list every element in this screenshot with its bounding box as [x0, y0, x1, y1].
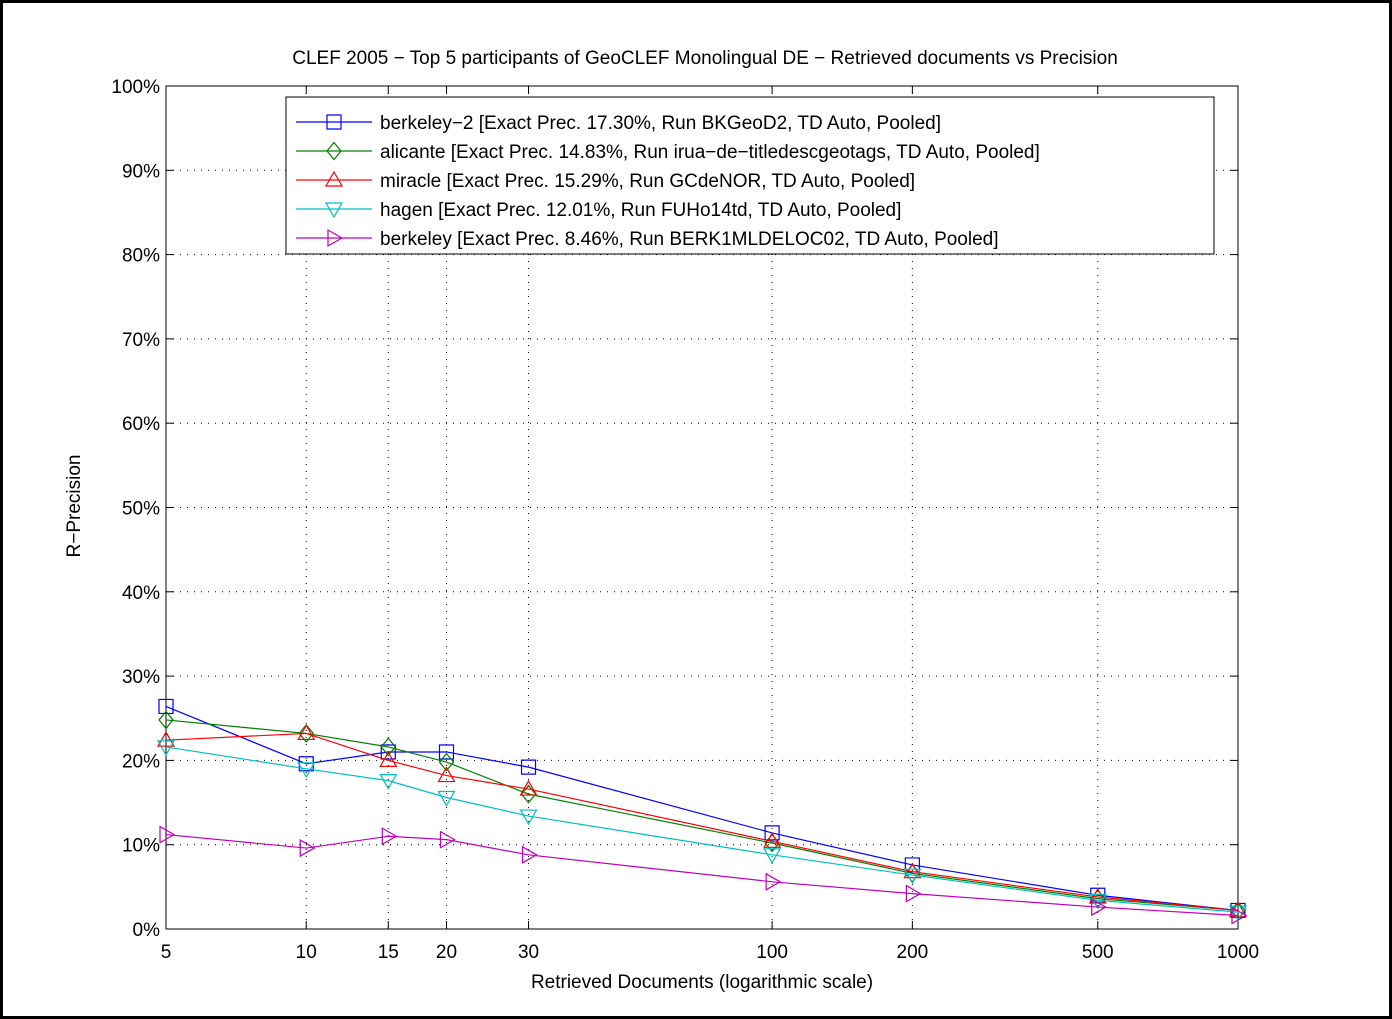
series-1-point [438, 744, 455, 760]
x-tick-label: 1000 [1217, 942, 1259, 963]
series-4-point [437, 790, 456, 807]
plot-area: 0% 10% 20% 30% 40% 50% 60% 70% 80% 90% 100% 5 10 15 20… [111, 77, 1259, 963]
y-tick-label: 0% [133, 920, 161, 941]
x-tick-label: 10 [296, 942, 317, 963]
series-1-point [764, 825, 780, 841]
chart-title: CLEF 2005 − Top 5 participants of GeoCLE… [292, 48, 1118, 69]
series-3-point [519, 779, 538, 796]
legend-entry-2: alicante [Exact Prec. 14.83%, Run irua−d… [380, 142, 1040, 163]
x-tick-label: 200 [897, 942, 929, 963]
y-tick-label: 50% [122, 499, 160, 520]
y-tick-label: 80% [122, 246, 160, 267]
series-4-point [1088, 893, 1107, 910]
legend-entry-3: miracle [Exact Prec. 15.29%, Run GCdeNOR… [380, 171, 915, 192]
legend-entry-5: berkeley [Exact Prec. 8.46%, Run BERK1ML… [380, 229, 999, 250]
x-tick-label: 100 [756, 942, 788, 963]
y-tick-label: 100% [111, 77, 160, 98]
series-1-point [380, 744, 396, 760]
x-axis-label: Retrieved Documents (logarithmic scale) [531, 972, 873, 993]
legend-box [285, 96, 1215, 255]
series-5-point [299, 839, 316, 858]
series-5-point [765, 872, 782, 891]
series-4-point [763, 848, 782, 865]
legend-marker-1 [326, 114, 342, 130]
y-tick-label: 90% [122, 161, 160, 182]
legend-marker-4 [324, 202, 344, 219]
series-2-point [520, 784, 537, 804]
x-tick-label: 20 [436, 942, 457, 963]
legend-marker-3 [324, 170, 344, 187]
series-4-point [519, 809, 538, 826]
x-tick-label: 30 [518, 942, 539, 963]
series-5-point [159, 825, 176, 844]
legend-entry-1: berkeley−2 [Exact Prec. 17.30%, Run BKGe… [380, 113, 941, 134]
series-line-4 [165, 746, 1239, 913]
series-1-point [298, 756, 314, 772]
series-2-point [298, 723, 315, 743]
y-tick-label: 40% [122, 583, 160, 604]
series-3-point [903, 862, 922, 879]
series-5-point [1091, 898, 1107, 917]
x-tick-label: 5 [161, 942, 172, 963]
legend-marker-2 [326, 141, 342, 161]
series-3-point [1228, 901, 1248, 918]
series-line-5 [165, 833, 1239, 917]
series-2-point [158, 710, 174, 730]
series-3-point [297, 724, 316, 741]
series-4-point [903, 868, 922, 885]
series-3-point [379, 751, 398, 767]
x-tick-label: 500 [1082, 942, 1114, 963]
series-line-1 [165, 705, 1239, 912]
series-3-point [763, 832, 782, 848]
y-tick-label: 60% [122, 414, 160, 435]
series-2-point [438, 752, 455, 772]
series-4-point [297, 762, 316, 779]
series-5-point [1231, 906, 1248, 925]
series-1-point [158, 698, 174, 715]
series-4-point [156, 740, 176, 757]
y-tick-label: 20% [122, 751, 160, 772]
series-5-point [905, 884, 922, 903]
series-1-point [520, 759, 537, 775]
x-tick-label: 15 [378, 942, 399, 963]
y-axis-label: R−Precision [64, 455, 85, 558]
series-2-point [380, 737, 397, 757]
series-5-point [381, 827, 398, 846]
series-5-point [439, 830, 456, 849]
legend-marker-5 [327, 228, 344, 248]
series-line-2 [165, 719, 1239, 912]
y-tick-label: 10% [122, 836, 160, 857]
series-3-point [156, 730, 176, 747]
series-line-3 [165, 732, 1239, 912]
legend-entry-4: hagen [Exact Prec. 12.01%, Run FUHo14td,… [380, 200, 901, 221]
series-4-point [379, 774, 398, 790]
series-1-point [1230, 902, 1246, 919]
y-tick-label: 70% [122, 330, 160, 351]
y-tick-label: 30% [122, 667, 160, 688]
series-3-point [437, 766, 456, 783]
series-5-point [521, 845, 538, 864]
